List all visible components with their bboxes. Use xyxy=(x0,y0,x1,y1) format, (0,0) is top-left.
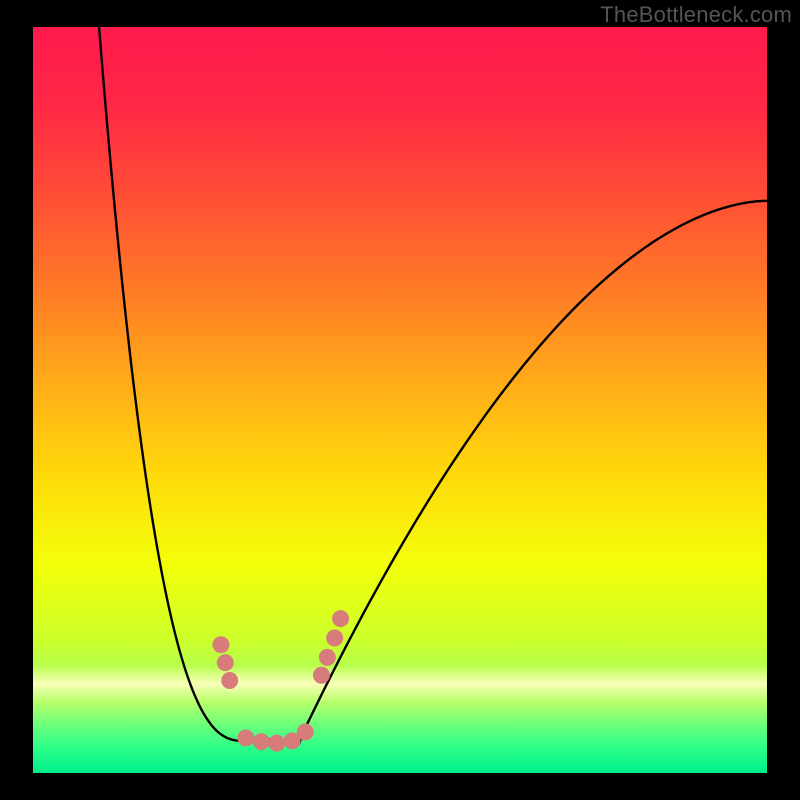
hinge-marker-right xyxy=(332,610,349,627)
hinge-marker-trough xyxy=(268,735,285,752)
hinge-marker-right xyxy=(313,667,330,684)
watermark-text: TheBottleneck.com xyxy=(600,2,792,28)
hinge-marker-left xyxy=(212,636,229,653)
plot-background xyxy=(33,27,767,773)
hinge-marker-trough xyxy=(297,723,314,740)
chart-svg xyxy=(0,0,800,800)
hinge-marker-right xyxy=(319,649,336,666)
hinge-marker-left xyxy=(217,654,234,671)
hinge-marker-trough xyxy=(253,733,270,750)
hinge-marker-left xyxy=(221,672,238,689)
hinge-marker-trough xyxy=(237,729,254,746)
chart-container: { "meta": { "watermark": "TheBottleneck.… xyxy=(0,0,800,800)
hinge-marker-right xyxy=(326,629,343,646)
